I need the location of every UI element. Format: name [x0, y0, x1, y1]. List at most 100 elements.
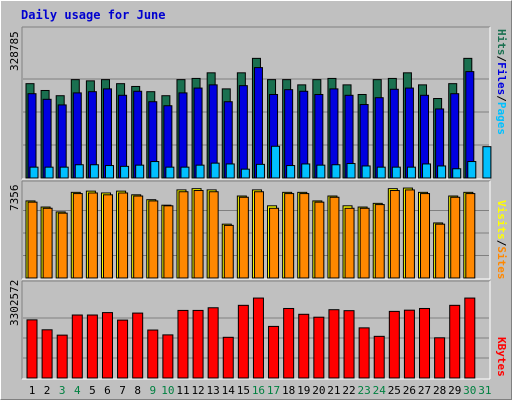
kbytes-bar	[177, 309, 189, 379]
kbytes-bar	[56, 334, 68, 379]
legend-files: Files	[495, 62, 508, 95]
pages-bar	[225, 163, 235, 179]
sites-bar	[178, 191, 189, 279]
kbytes-bar	[237, 304, 249, 379]
sites-bar	[450, 196, 461, 279]
pages-bar	[316, 164, 326, 179]
sites-bar	[329, 196, 340, 279]
sites-bar	[389, 190, 400, 279]
kbytes-bar	[434, 337, 446, 379]
pages-bar	[195, 164, 205, 179]
files-bar	[450, 93, 460, 179]
kbytes-bar	[132, 312, 144, 379]
files-bar	[238, 85, 248, 179]
day-label: 21	[327, 384, 340, 397]
pages-bar	[422, 163, 432, 179]
pages-bar	[135, 164, 145, 179]
kbytes-bar	[298, 313, 310, 379]
kbytes-bar	[41, 329, 53, 379]
files-bar	[404, 87, 414, 179]
pages-bar	[165, 166, 175, 179]
files-bar	[178, 92, 188, 179]
kbytes-bar	[71, 314, 83, 379]
legend-sep: /	[495, 240, 508, 247]
day-label: 9	[149, 384, 156, 397]
legend-kbytes: KBytes	[495, 337, 508, 377]
pages-bar	[120, 165, 130, 179]
sites-bar	[374, 204, 385, 279]
sites-bar	[208, 191, 219, 279]
pages-bar	[44, 166, 54, 179]
sites-bar	[465, 193, 476, 279]
files-bar	[253, 67, 263, 179]
legend-sep: /	[495, 95, 508, 102]
pages-bar	[391, 166, 401, 179]
sites-bar	[163, 205, 174, 279]
day-label: 19	[297, 384, 310, 397]
pages-bar	[331, 164, 341, 179]
sites-bar	[148, 200, 159, 279]
pages-bar	[180, 166, 190, 179]
day-label: 28	[433, 384, 446, 397]
sites-bar	[27, 201, 38, 279]
pages-bar	[150, 161, 160, 179]
kbytes-bar	[403, 309, 415, 379]
sites-bar	[344, 207, 355, 279]
sites-bar	[57, 212, 68, 279]
day-label: 29	[448, 384, 461, 397]
pages-bar	[286, 165, 296, 179]
legend-sep: /	[495, 56, 508, 63]
files-bar	[118, 94, 128, 179]
pages-bar	[467, 161, 477, 179]
files-bar	[42, 98, 52, 179]
pages-bar	[271, 145, 281, 179]
legend-visits: Visits	[495, 200, 508, 240]
day-label: 17	[267, 384, 280, 397]
kbytes-bar	[313, 316, 325, 379]
sites-bar	[102, 194, 113, 279]
sites-bar	[359, 207, 370, 279]
day-label: 22	[342, 384, 355, 397]
files-bar	[284, 89, 294, 179]
day-label: 12	[191, 384, 204, 397]
kbytes-bar	[117, 319, 129, 379]
kbytes-bar	[343, 310, 355, 379]
pages-bar	[74, 164, 84, 179]
sites-bar	[72, 193, 83, 279]
pages-bar	[346, 163, 356, 179]
legend-hits: Hits	[495, 29, 508, 56]
sites-bar	[269, 207, 280, 279]
day-label: 3	[59, 384, 66, 397]
kbytes-bar	[101, 312, 113, 379]
sites-bar	[133, 195, 144, 279]
files-bar	[374, 97, 384, 179]
kbytes-bar	[86, 314, 98, 379]
kbytes-bar	[192, 309, 204, 379]
day-label: 24	[373, 384, 387, 397]
kbytes-bar	[268, 325, 280, 379]
kbytes-bar	[328, 309, 340, 379]
kbytes-bar	[373, 335, 385, 379]
day-label: 26	[403, 384, 416, 397]
day-label: 6	[104, 384, 111, 397]
day-label: 20	[312, 384, 325, 397]
hits-ymax-label: 328785	[8, 31, 21, 71]
pages-bar	[59, 166, 69, 179]
sites-bar	[193, 190, 204, 279]
sites-bar	[284, 193, 295, 279]
sites-bar	[87, 192, 98, 279]
kbytes-ymax-label: 3302572	[8, 280, 21, 326]
pages-bar	[240, 168, 250, 179]
day-label: 25	[388, 384, 401, 397]
kbytes-bar	[207, 307, 219, 379]
sites-bar	[435, 223, 446, 279]
kbytes-bar	[26, 319, 38, 379]
pages-bar	[406, 166, 416, 179]
day-label: 11	[176, 384, 189, 397]
legend-sites: Sites	[495, 246, 508, 279]
pages-bar	[104, 165, 114, 179]
pages-bar	[210, 162, 220, 179]
day-label: 31	[478, 384, 491, 397]
day-label: 2	[44, 384, 51, 397]
